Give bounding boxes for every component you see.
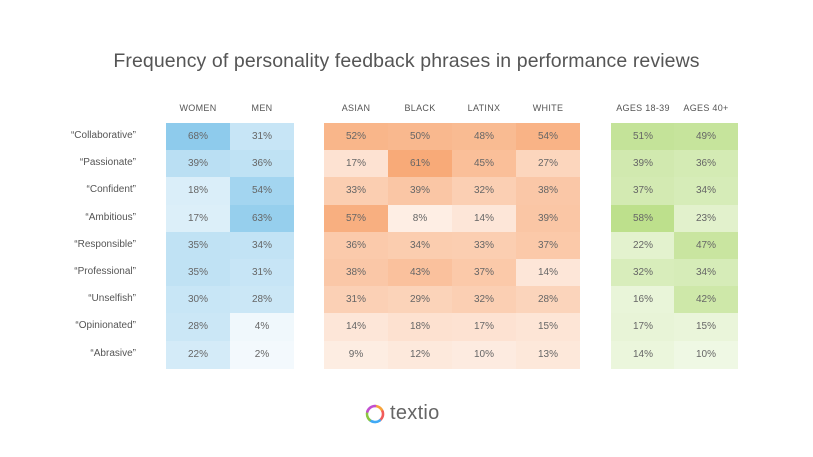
column-header: WHITE [532,103,564,113]
heatmap-cell: 36% [230,150,294,179]
row-label: “Opinionated” [75,320,136,332]
logo-text: textio [390,402,440,424]
heatmap-cell: 34% [230,231,294,260]
chart-title: Frequency of personality feedback phrase… [113,50,700,72]
heatmap-cell: 17% [452,313,516,342]
heatmap-cell: 33% [452,231,516,260]
heatmap-cell: 17% [611,313,675,342]
row-label: “Ambitious” [85,211,136,223]
row-label: “Responsible” [74,238,136,250]
heatmap-cell: 34% [388,231,452,260]
textio-logo: textio [365,402,440,425]
heatmap-cell: 17% [324,150,388,179]
heatmap-cell: 14% [452,204,516,233]
heatmap-cell: 39% [516,204,580,233]
heatmap-cell: 2% [230,340,294,369]
heatmap-cell: 39% [166,150,230,179]
textio-ring-icon [365,404,385,423]
heatmap-cell: 28% [166,313,230,342]
column-header: WOMEN [179,103,217,113]
heatmap-cell: 28% [230,286,294,315]
heatmap-cell: 54% [516,123,580,151]
heatmap-cell: 47% [674,231,738,260]
heatmap-cell: 61% [388,150,452,179]
heatmap-cell: 39% [611,150,675,179]
heatmap-cell: 57% [324,204,388,233]
heatmap-cell: 33% [324,177,388,206]
heatmap-cell: 63% [230,204,294,233]
heatmap-cell: 18% [388,313,452,342]
row-label: “Collaborative” [70,130,136,141]
row-label: “Passionate” [79,157,136,169]
row-label: “Abrasive” [90,347,136,359]
heatmap-cell: 50% [388,123,452,151]
heatmap-cell: 32% [452,286,516,315]
heatmap-cell: 37% [611,177,675,206]
heatmap-cell: 37% [516,231,580,260]
row-label: “Professional” [74,266,136,277]
heatmap-cell: 4% [230,313,294,342]
heatmap-cell: 34% [674,177,738,206]
heatmap-cell: 49% [674,123,738,151]
heatmap-cell: 29% [388,286,452,315]
heatmap-cell: 14% [611,340,675,369]
column-header: LATINX [467,103,501,113]
heatmap-cell: 48% [452,123,516,151]
column-header: AGES 18-39 [616,103,670,113]
heatmap-cell: 10% [674,340,738,369]
heatmap-cell: 32% [611,259,675,287]
heatmap-cell: 31% [324,286,388,315]
row-label: “Unselfish” [88,293,136,305]
heatmap-cell: 51% [611,123,675,151]
heatmap-cell: 18% [166,177,230,206]
heatmap-cell: 68% [166,123,230,151]
heatmap-cell: 22% [166,340,230,369]
heatmap-cell: 12% [388,340,452,369]
column-header: BLACK [404,103,436,113]
heatmap-cell: 38% [516,177,580,206]
heatmap-cell: 16% [611,286,675,315]
heatmap-cell: 39% [388,177,452,206]
column-header: ASIAN [341,103,371,113]
heatmap-cell: 9% [324,340,388,369]
heatmap-cell: 52% [324,123,388,151]
heatmap-cell: 32% [452,177,516,206]
heatmap-cell: 36% [674,150,738,179]
column-header: MEN [251,103,273,113]
heatmap-cell: 42% [674,286,738,315]
heatmap-cell: 31% [230,123,294,151]
heatmap-cell: 13% [516,340,580,369]
heatmap-cell: 43% [388,259,452,287]
heatmap-cell: 15% [516,313,580,342]
heatmap-cell: 38% [324,259,388,287]
heatmap-cell: 27% [516,150,580,179]
heatmap-cell: 14% [324,313,388,342]
heatmap-cell: 8% [388,204,452,233]
heatmap-cell: 30% [166,286,230,315]
column-header: AGES 40+ [683,103,729,113]
heatmap-cell: 34% [674,259,738,287]
heatmap-cell: 22% [611,231,675,260]
heatmap-cell: 54% [230,177,294,206]
row-label: “Confident” [86,184,136,196]
heatmap-cell: 17% [166,204,230,233]
heatmap-cell: 35% [166,231,230,260]
heatmap-cell: 15% [674,313,738,342]
heatmap-cell: 36% [324,231,388,260]
heatmap-cell: 14% [516,259,580,287]
heatmap-cell: 28% [516,286,580,315]
heatmap-cell: 10% [452,340,516,369]
heatmap-cell: 35% [166,259,230,287]
heatmap-cell: 45% [452,150,516,179]
heatmap-cell: 37% [452,259,516,287]
heatmap-cell: 58% [611,204,675,233]
heatmap-cell: 31% [230,259,294,287]
heatmap-cell: 23% [674,204,738,233]
